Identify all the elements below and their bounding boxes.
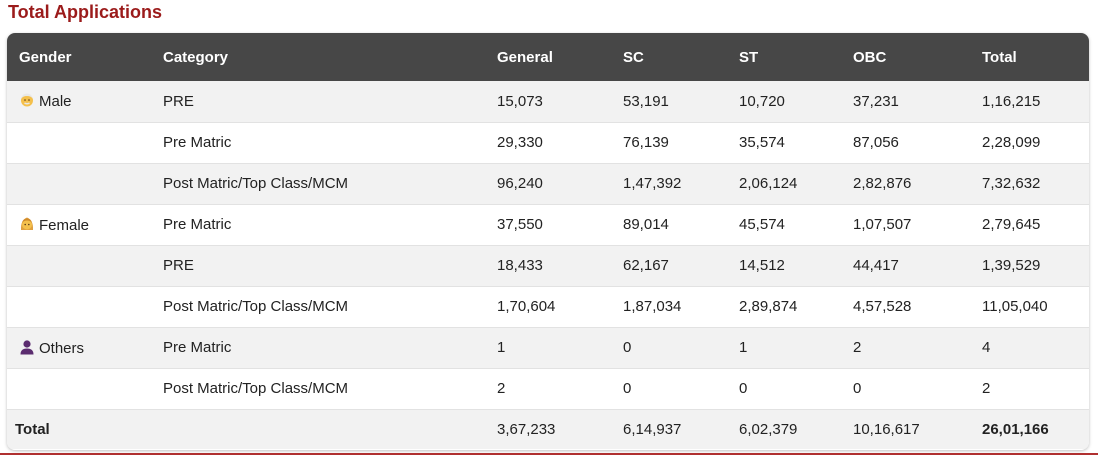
st-cell: 2,89,874 xyxy=(731,286,845,328)
st-cell: 1 xyxy=(731,327,845,369)
totals-st-cell: 6,02,379 xyxy=(739,420,798,438)
grand-total-cell: 26,01,166 xyxy=(982,420,1049,438)
general-cell: 1 xyxy=(489,327,615,369)
st-cell: 2,06,124 xyxy=(731,163,845,205)
sc-cell: 0 xyxy=(615,327,731,369)
st-cell: 0 xyxy=(731,368,845,410)
category-cell: Pre Matric xyxy=(155,327,489,369)
gender-cell: Others xyxy=(7,327,155,369)
col-header-obc: OBC xyxy=(853,48,887,66)
other-person-icon xyxy=(20,339,34,354)
category-cell: PRE xyxy=(155,81,489,123)
totals-sc-cell: 6,14,937 xyxy=(623,420,682,438)
general-cell: 18,433 xyxy=(489,245,615,287)
sc-cell: 1,87,034 xyxy=(615,286,731,328)
table-row: Male PRE 15,073 53,191 10,720 37,231 1,1… xyxy=(7,81,1089,123)
sc-cell: 1,47,392 xyxy=(615,163,731,205)
obc-cell: 4,57,528 xyxy=(845,286,974,328)
sc-cell: 0 xyxy=(615,368,731,410)
col-header-general: General xyxy=(497,48,553,66)
gender-cell: Female xyxy=(7,204,155,246)
table-row: PRE 18,433 62,167 14,512 44,417 1,39,529 xyxy=(7,245,1089,287)
category-cell: Post Matric/Top Class/MCM xyxy=(155,368,489,410)
col-header-total: Total xyxy=(982,48,1017,66)
sc-cell: 76,139 xyxy=(615,122,731,164)
total-cell: 7,32,632 xyxy=(974,163,1089,205)
total-cell: 2,79,645 xyxy=(974,204,1089,246)
st-cell: 35,574 xyxy=(731,122,845,164)
gender-label: Others xyxy=(39,339,85,357)
general-cell: 15,073 xyxy=(489,81,615,123)
bottom-accent-line xyxy=(0,453,1098,455)
category-cell: Pre Matric xyxy=(155,204,489,246)
category-cell: Post Matric/Top Class/MCM xyxy=(155,163,489,205)
sc-cell: 89,014 xyxy=(615,204,731,246)
table-row: Post Matric/Top Class/MCM 2 0 0 0 2 xyxy=(7,368,1089,410)
gender-cell xyxy=(7,122,155,164)
totals-general-cell: 3,67,233 xyxy=(497,420,556,438)
total-cell: 1,16,215 xyxy=(974,81,1089,123)
table-header-row: Gender Category General SC ST OBC Total xyxy=(7,33,1089,81)
table-row: Female Pre Matric 37,550 89,014 45,574 1… xyxy=(7,204,1089,246)
total-cell: 11,05,040 xyxy=(974,286,1089,328)
applications-table: Gender Category General SC ST OBC Total xyxy=(7,33,1089,450)
totals-label: Total xyxy=(15,420,50,438)
table-row: Pre Matric 29,330 76,139 35,574 87,056 2… xyxy=(7,122,1089,164)
category-cell: Post Matric/Top Class/MCM xyxy=(155,286,489,328)
col-header-gender: Gender xyxy=(19,48,72,66)
gender-label: Female xyxy=(39,216,90,234)
total-cell: 1,39,529 xyxy=(974,245,1089,287)
st-cell: 14,512 xyxy=(731,245,845,287)
gender-cell: Male xyxy=(7,81,155,123)
male-person-icon xyxy=(21,93,33,107)
obc-cell: 2,82,876 xyxy=(845,163,974,205)
sc-cell: 62,167 xyxy=(615,245,731,287)
obc-cell: 2 xyxy=(845,327,974,369)
category-cell: Pre Matric xyxy=(155,122,489,164)
general-cell: 29,330 xyxy=(489,122,615,164)
general-cell: 1,70,604 xyxy=(489,286,615,328)
total-cell: 2 xyxy=(974,368,1089,410)
category-cell: PRE xyxy=(155,245,489,287)
col-header-category: Category xyxy=(163,48,229,66)
general-cell: 96,240 xyxy=(489,163,615,205)
obc-cell: 1,07,507 xyxy=(845,204,974,246)
obc-cell: 87,056 xyxy=(845,122,974,164)
total-cell: 2,28,099 xyxy=(974,122,1089,164)
col-header-sc: SC xyxy=(623,48,644,66)
gender-label: Male xyxy=(39,93,72,111)
obc-cell: 37,231 xyxy=(845,81,974,123)
sc-cell: 53,191 xyxy=(615,81,731,123)
table-row: Post Matric/Top Class/MCM 1,70,604 1,87,… xyxy=(7,286,1089,328)
gender-cell xyxy=(7,368,155,410)
st-cell: 45,574 xyxy=(731,204,845,246)
totals-obc-cell: 10,16,617 xyxy=(853,420,920,438)
st-cell: 10,720 xyxy=(731,81,845,123)
gender-cell xyxy=(7,286,155,328)
totals-row: Total 3,67,233 6,14,937 6,02,379 10,16,6… xyxy=(7,409,1089,449)
page-title: Total Applications xyxy=(8,2,163,22)
total-cell: 4 xyxy=(974,327,1089,369)
table-row: Others Pre Matric 1 0 1 2 4 xyxy=(7,327,1089,369)
col-header-st: ST xyxy=(739,48,759,66)
totals-category-cell xyxy=(155,409,489,449)
gender-cell xyxy=(7,163,155,205)
obc-cell: 44,417 xyxy=(845,245,974,287)
obc-cell: 0 xyxy=(845,368,974,410)
gender-cell xyxy=(7,245,155,287)
general-cell: 37,550 xyxy=(489,204,615,246)
general-cell: 2 xyxy=(489,368,615,410)
female-person-icon xyxy=(20,217,34,230)
table-row: Post Matric/Top Class/MCM 96,240 1,47,39… xyxy=(7,163,1089,205)
